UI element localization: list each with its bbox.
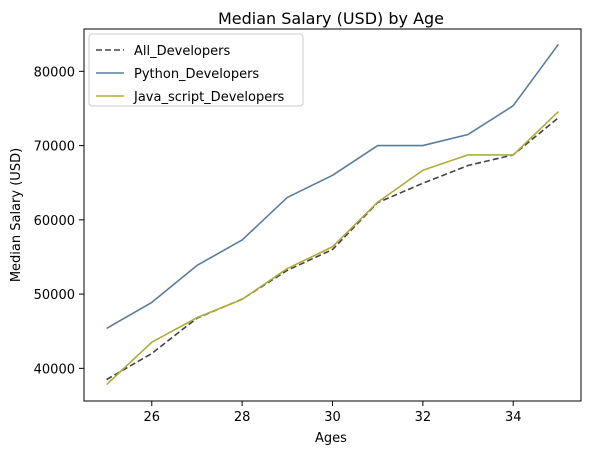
x-tick-label: 34 [505,410,522,425]
y-axis-ticks: 40000 50000 60000 70000 80000 [34,65,84,377]
y-tick-label: 40000 [34,362,75,377]
y-axis-label: Median Salary (USD) [9,148,24,282]
y-tick-label: 50000 [34,288,75,303]
x-tick-label: 26 [143,410,160,425]
legend-box [88,33,304,107]
legend-label: Java_script_Developers [133,90,285,105]
series-line-python-developers [106,43,560,330]
chart-title: Median Salary (USD) by Age [218,9,444,28]
x-tick-label: 32 [415,410,432,425]
x-axis-label: Ages [315,431,347,446]
y-tick-label: 80000 [34,65,75,80]
series-line-java-script-developers [106,110,559,386]
x-tick-label: 28 [234,410,251,425]
legend-label: Python_Developers [134,67,259,82]
plot-area [106,43,560,386]
series-line-all-developers [106,117,559,381]
y-tick-label: 70000 [34,140,75,155]
legend-label: All_Developers [134,44,230,59]
legend: All_Developers Python_Developers Java_scri… [88,33,304,107]
x-axis-ticks: 26 28 30 32 34 [143,401,522,425]
y-tick-label: 60000 [34,214,75,229]
x-tick-label: 30 [324,410,341,425]
